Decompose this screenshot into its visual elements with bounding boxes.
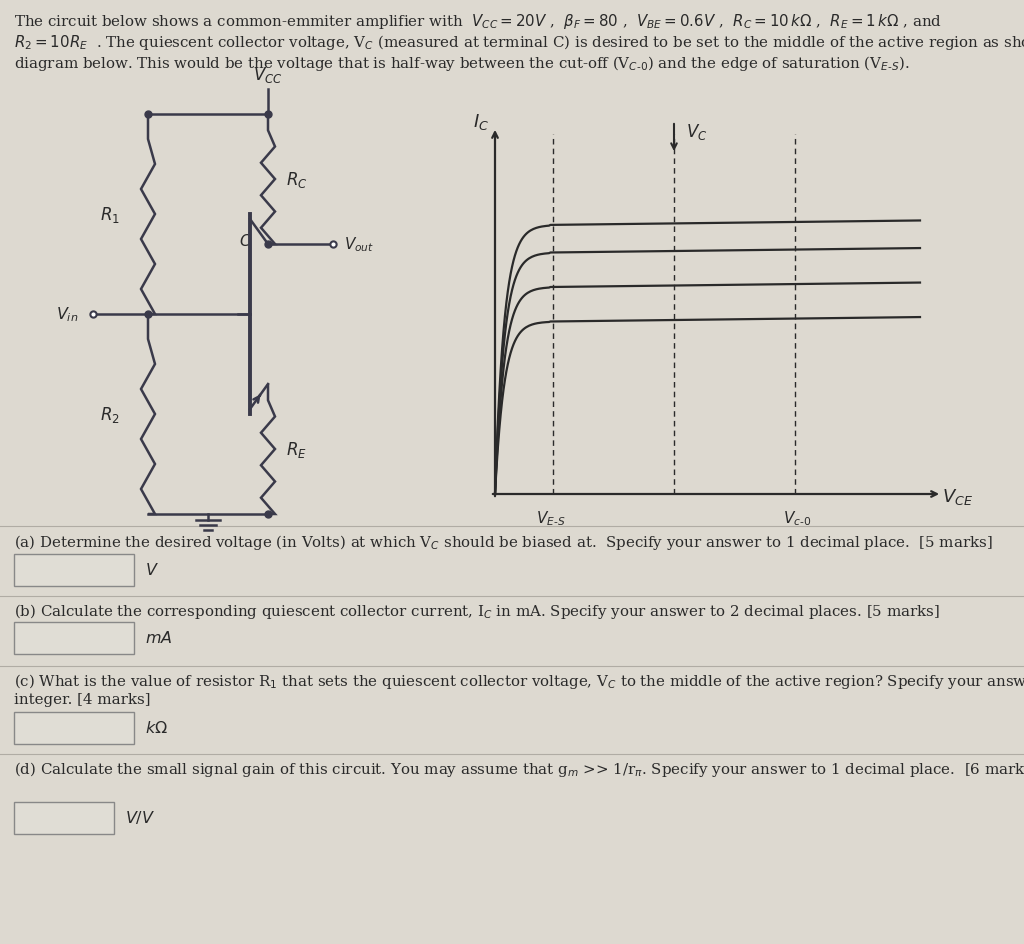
- Text: $V_{CC}$: $V_{CC}$: [253, 65, 283, 85]
- Text: $V_C$: $V_C$: [686, 122, 708, 142]
- Text: $k\Omega$: $k\Omega$: [145, 719, 168, 736]
- Text: (c) What is the value of resistor R$_1$ that sets the quiescent collector voltag: (c) What is the value of resistor R$_1$ …: [14, 671, 1024, 690]
- Text: $V$: $V$: [145, 562, 159, 579]
- Bar: [14, 712, 134, 744]
- Bar: [14, 622, 134, 654]
- Text: $mA$: $mA$: [145, 630, 172, 647]
- Text: The circuit below shows a common-emmiter amplifier with  $V_{CC} = 20V$ ,  $\bet: The circuit below shows a common-emmiter…: [14, 12, 942, 31]
- Text: $V/V$: $V/V$: [125, 810, 156, 827]
- Bar: [14, 554, 134, 586]
- Text: $R_C$: $R_C$: [286, 170, 307, 190]
- Text: $C$: $C$: [240, 233, 252, 248]
- Text: (a) Determine the desired voltage (in Volts) at which V$_C$ should be biased at.: (a) Determine the desired voltage (in Vo…: [14, 532, 992, 551]
- Text: diagram below. This would be the voltage that is half-way between the cut-off (V: diagram below. This would be the voltage…: [14, 54, 909, 73]
- Text: (d) Calculate the small signal gain of this circuit. You may assume that g$_m$ >: (d) Calculate the small signal gain of t…: [14, 759, 1024, 778]
- Text: (b) Calculate the corresponding quiescent collector current, I$_C$ in mA. Specif: (b) Calculate the corresponding quiescen…: [14, 601, 940, 620]
- Text: $V_{out}$: $V_{out}$: [344, 235, 374, 254]
- Text: $R_2 = 10R_E$  . The quiescent collector voltage, V$_C$ (measured at terminal C): $R_2 = 10R_E$ . The quiescent collector …: [14, 33, 1024, 52]
- Text: $R_1$: $R_1$: [100, 205, 120, 225]
- Bar: [14, 802, 114, 834]
- Text: $I_C$: $I_C$: [473, 112, 489, 132]
- Text: $R_E$: $R_E$: [286, 440, 307, 460]
- Text: $V_{c\text{-}0}$: $V_{c\text{-}0}$: [783, 509, 811, 527]
- Text: $V_{CE}$: $V_{CE}$: [942, 486, 974, 507]
- Text: integer. [4 marks]: integer. [4 marks]: [14, 692, 151, 706]
- Text: $R_2$: $R_2$: [100, 405, 120, 425]
- Text: $V_{E\text{-}S}$: $V_{E\text{-}S}$: [537, 509, 565, 527]
- Text: $V_{in}$: $V_{in}$: [55, 305, 78, 324]
